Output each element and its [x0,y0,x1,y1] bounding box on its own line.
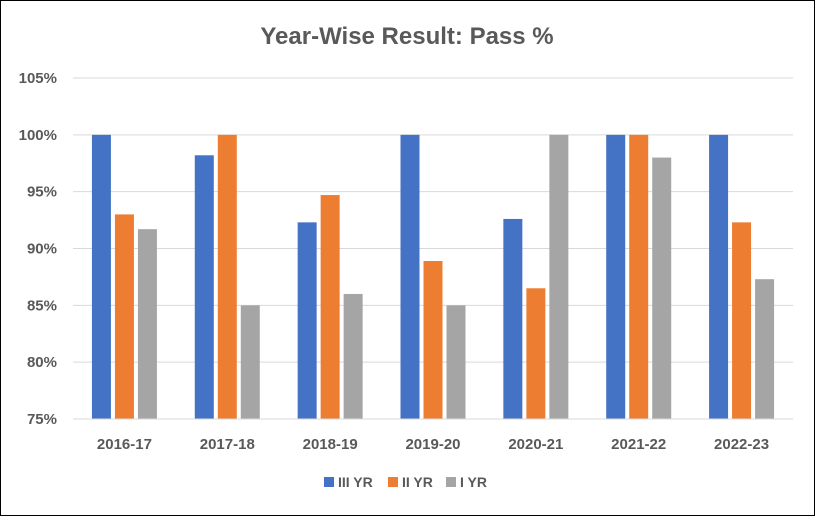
legend-swatch [446,477,456,487]
legend-label: III YR [338,474,373,490]
bar [446,305,466,419]
legend-swatch [324,477,334,487]
y-tick-label: 75% [27,411,57,428]
y-tick-label: 80% [27,354,57,371]
bar [194,155,214,419]
legend-swatch [388,477,398,487]
bar [240,305,260,419]
y-axis-ticks: 75% 80% 85% 90% 95% 100% 105% [19,70,57,428]
x-tick-label: 2016-17 [97,436,152,453]
bar [526,288,546,419]
x-tick-label: 2018-19 [303,436,358,453]
bar [503,218,523,419]
chart-title: Year-Wise Result: Pass % [260,23,553,50]
y-tick-label: 100% [19,127,57,144]
bar [652,157,672,420]
y-tick-label: 95% [27,184,57,201]
x-tick-label: 2019-20 [405,436,460,453]
x-tick-label: 2020-21 [508,436,563,453]
bar [343,293,363,419]
x-tick-label: 2021-22 [611,436,666,453]
bar [137,229,157,419]
x-tick-label: 2022-23 [714,436,769,453]
legend: III YR II YR I YR [324,474,487,490]
y-tick-label: 90% [27,241,57,258]
bar [217,134,237,420]
bar [606,134,626,420]
y-tick-label: 85% [27,297,57,314]
bar [549,134,569,420]
bar [320,195,340,419]
bar [732,222,752,419]
x-tick-label: 2017-18 [200,436,255,453]
bars [73,134,793,420]
bar [297,222,317,419]
legend-label: II YR [402,474,433,490]
y-tick-label: 105% [19,70,57,87]
bar [755,279,775,419]
bar [423,261,443,419]
legend-label: I YR [460,474,487,490]
bar [91,134,111,420]
bar [709,134,729,420]
bar [400,134,420,420]
x-axis-ticks: 2016-17 2017-18 2018-19 2019-20 2020-21 2021-… [97,436,769,453]
bar [114,214,134,419]
bar [629,134,649,420]
